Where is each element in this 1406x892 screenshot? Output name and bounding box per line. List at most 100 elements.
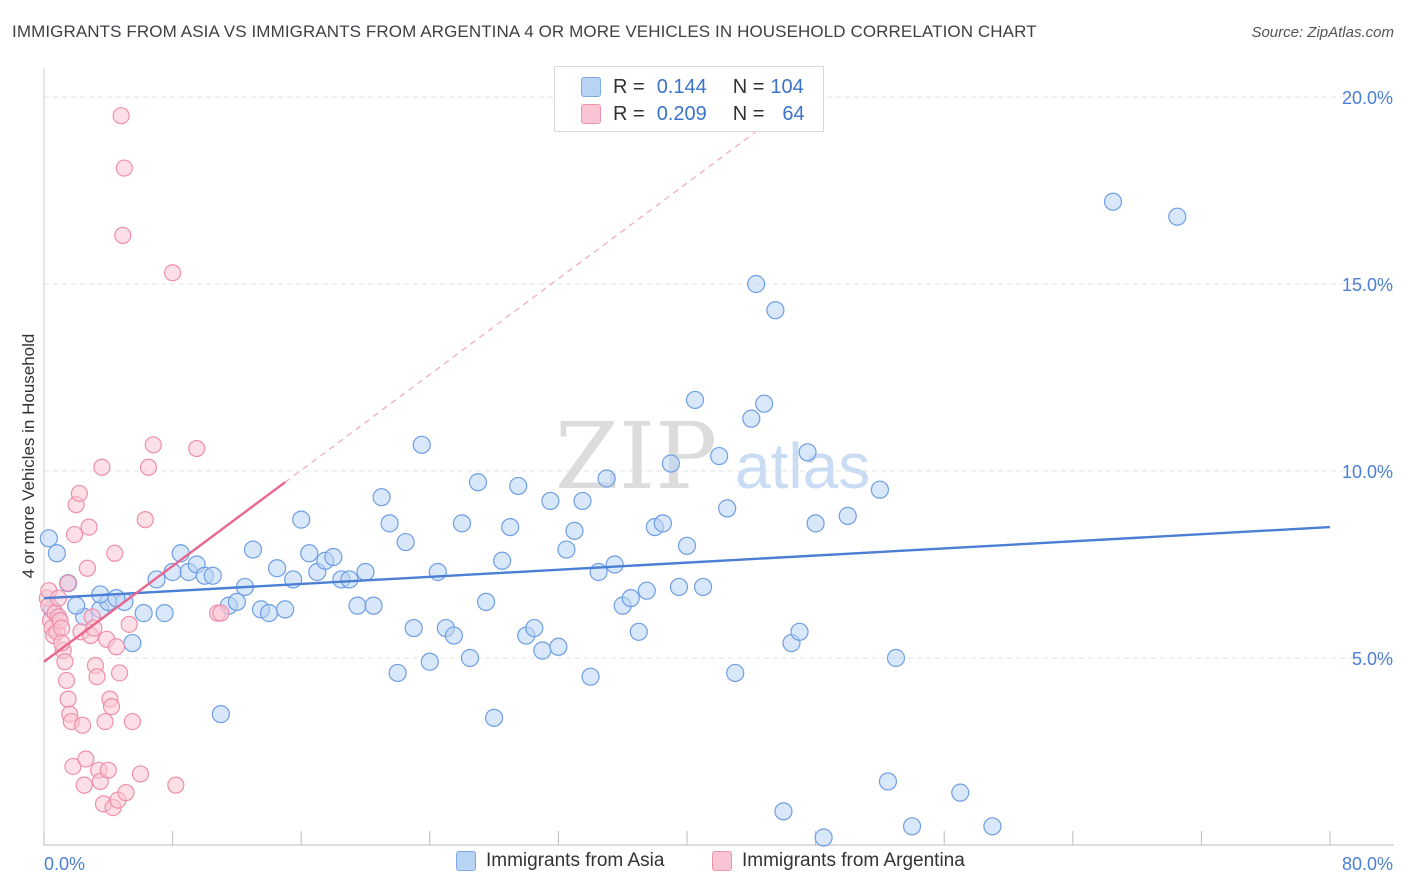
- y-axis-title: 4 or more Vehicles in Household: [19, 334, 38, 579]
- point-asia: [364, 596, 383, 615]
- legend-row-argentina: R = 0.209 N = 64: [581, 101, 805, 127]
- point-asia: [485, 708, 504, 727]
- point-asia: [549, 637, 568, 656]
- point-argentina: [212, 604, 230, 622]
- point-asia: [755, 394, 774, 413]
- point-asia: [573, 491, 592, 511]
- point-asia: [420, 652, 439, 671]
- point-argentina: [88, 668, 106, 686]
- point-argentina: [99, 761, 117, 779]
- legend-n-label: N =: [732, 75, 765, 98]
- point-asia: [243, 540, 263, 559]
- point-asia: [693, 577, 713, 597]
- point-argentina: [53, 619, 71, 637]
- legend-row-asia: R = 0.144 N = 104: [581, 74, 804, 100]
- point-asia: [533, 641, 552, 660]
- point-argentina: [64, 757, 82, 776]
- y-tick-label: 10.0%: [1342, 462, 1393, 482]
- point-asia: [637, 581, 656, 600]
- series-legend: Immigrants from Asia Immigrants from Arg…: [0, 850, 1406, 878]
- point-asia: [790, 622, 809, 641]
- point-asia: [123, 633, 142, 653]
- point-asia: [292, 510, 311, 529]
- point-asia: [621, 589, 640, 608]
- point-asia: [452, 514, 472, 533]
- point-asia: [276, 600, 295, 619]
- trend-lines: [43, 481, 1331, 663]
- watermark-atlas: atlas: [735, 430, 870, 502]
- point-argentina: [80, 518, 98, 536]
- point-argentina: [102, 698, 121, 716]
- point-argentina: [123, 712, 142, 731]
- point-asia: [388, 663, 407, 683]
- trend-extension-argentina: [284, 96, 803, 483]
- point-argentina: [78, 559, 97, 577]
- legend-item-asia[interactable]: Immigrants from Asia: [456, 850, 664, 872]
- point-argentina: [139, 458, 158, 476]
- point-asia: [404, 618, 423, 638]
- point-asia: [669, 577, 689, 597]
- legend-swatch-argentina: [712, 851, 732, 871]
- point-asia: [67, 596, 86, 615]
- point-argentina: [112, 107, 130, 125]
- y-tick-label: 20.0%: [1342, 88, 1393, 108]
- point-asia: [509, 476, 528, 496]
- point-asia: [493, 551, 512, 570]
- point-asia: [300, 544, 319, 563]
- point-asia: [710, 446, 729, 466]
- point-asia: [661, 454, 681, 473]
- point-asia: [476, 592, 496, 612]
- point-asia: [798, 443, 817, 462]
- legend-r-value: 0.209: [656, 102, 707, 125]
- point-asia: [886, 648, 906, 668]
- series-argentina: [38, 107, 230, 817]
- legend-swatch-asia: [456, 851, 476, 871]
- legend-label-asia: Immigrants from Asia: [486, 850, 665, 871]
- point-asia: [155, 604, 174, 623]
- legend-n-label: N =: [732, 102, 765, 125]
- point-asia: [541, 491, 560, 511]
- point-asia: [267, 559, 287, 578]
- point-asia: [525, 618, 544, 638]
- point-asia: [460, 648, 480, 668]
- point-argentina: [115, 159, 133, 177]
- point-argentina: [57, 671, 76, 690]
- point-asia: [814, 828, 833, 847]
- point-asia: [685, 390, 705, 410]
- tick-labels: 5.0% 10.0% 15.0% 20.0% 0.0% 80.0%: [44, 88, 1393, 874]
- point-asia: [718, 499, 737, 518]
- x-tick-label: 0.0%: [44, 854, 85, 874]
- point-argentina: [117, 784, 135, 802]
- axes: [43, 68, 1394, 846]
- point-argentina: [93, 458, 111, 476]
- point-asia: [581, 667, 600, 686]
- point-asia: [428, 562, 447, 582]
- point-asia: [356, 562, 375, 582]
- point-asia: [501, 517, 520, 537]
- point-argentina: [120, 615, 138, 633]
- legend-label-argentina: Immigrants from Argentina: [742, 850, 965, 871]
- point-argentina: [75, 776, 93, 794]
- point-asia: [597, 469, 616, 488]
- point-argentina: [188, 439, 206, 458]
- point-asia: [340, 570, 359, 589]
- legend-item-argentina[interactable]: Immigrants from Argentina: [712, 850, 965, 872]
- y-tick-label: 15.0%: [1342, 275, 1393, 295]
- point-asia: [983, 817, 1002, 836]
- point-asia: [348, 596, 367, 615]
- gridlines: [44, 96, 1394, 659]
- point-asia: [766, 301, 785, 320]
- legend-swatch-argentina: [581, 104, 601, 124]
- point-argentina: [77, 750, 95, 768]
- point-argentina: [110, 664, 129, 682]
- point-asia: [557, 540, 576, 559]
- source-label: Source: ZipAtlas.com: [1251, 24, 1394, 41]
- trend-line-asia: [43, 525, 1331, 600]
- series-asia: [39, 192, 1187, 847]
- point-asia: [324, 547, 343, 567]
- point-argentina: [73, 716, 92, 734]
- point-asia: [47, 544, 66, 563]
- point-argentina: [56, 653, 74, 671]
- point-asia: [653, 514, 672, 533]
